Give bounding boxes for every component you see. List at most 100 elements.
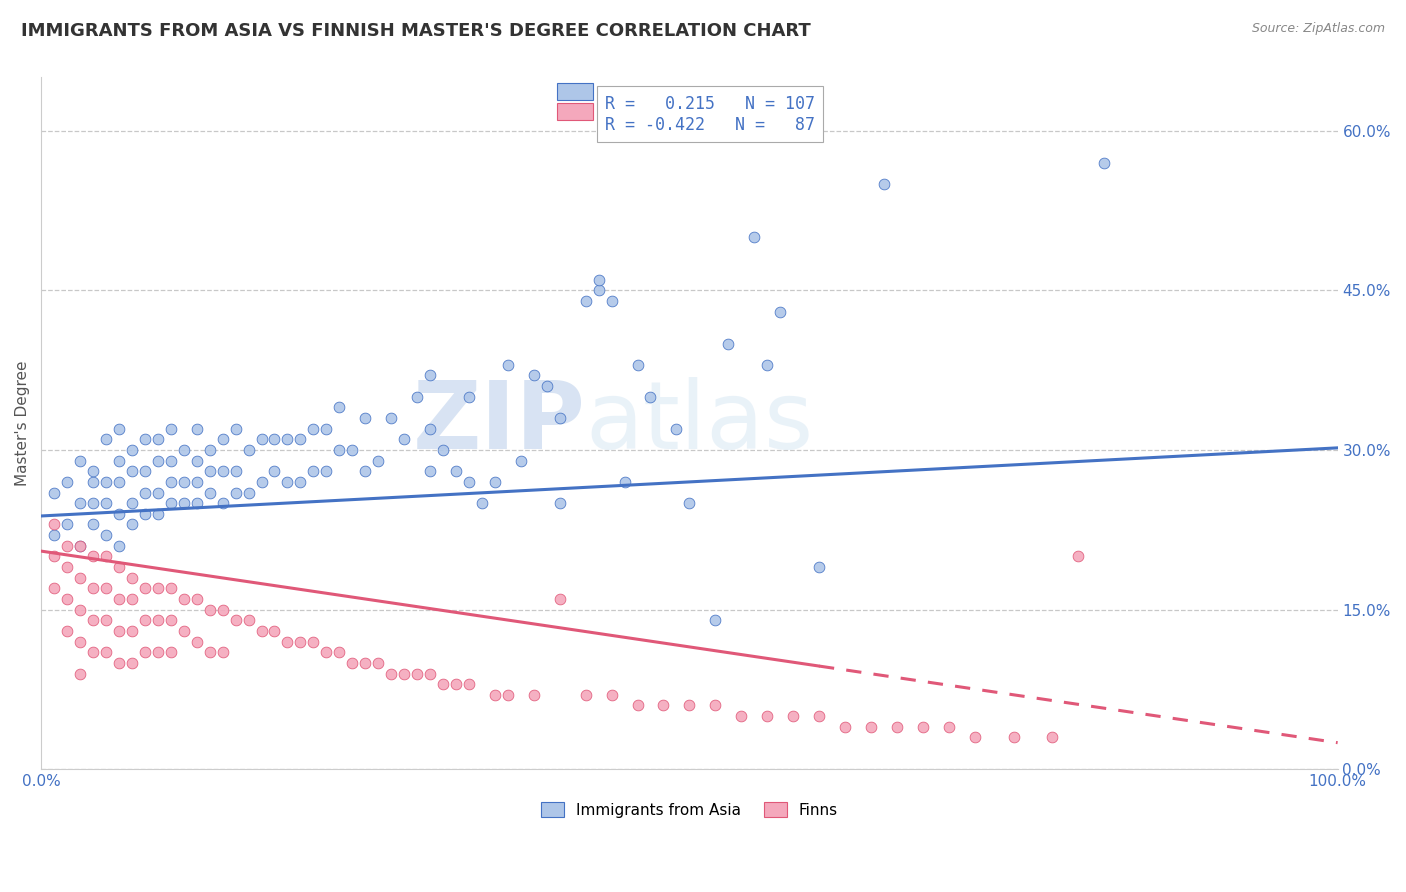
Point — [198, 602, 221, 616]
Point — [108, 422, 131, 436]
Point — [406, 390, 429, 404]
Point — [108, 453, 131, 467]
Point — [159, 582, 181, 596]
Point — [173, 475, 195, 489]
Point — [146, 645, 169, 659]
Point — [328, 401, 350, 415]
Point — [342, 442, 364, 457]
Point — [198, 464, 221, 478]
Point — [225, 485, 247, 500]
Point — [575, 688, 598, 702]
Point — [108, 624, 131, 638]
Point — [496, 358, 519, 372]
Point — [69, 539, 91, 553]
Point — [678, 496, 700, 510]
Point — [94, 549, 117, 564]
Point — [600, 688, 623, 702]
Point — [56, 624, 79, 638]
FancyBboxPatch shape — [557, 83, 593, 100]
Point — [444, 677, 467, 691]
Point — [121, 656, 143, 670]
Point — [186, 422, 208, 436]
Point — [938, 720, 960, 734]
Point — [69, 539, 91, 553]
Point — [82, 464, 104, 478]
Point — [354, 411, 377, 425]
Point — [198, 442, 221, 457]
Point — [250, 475, 273, 489]
Point — [134, 507, 156, 521]
Point — [211, 645, 233, 659]
Point — [121, 624, 143, 638]
Point — [225, 464, 247, 478]
Point — [42, 528, 65, 542]
Point — [548, 592, 571, 607]
Text: IMMIGRANTS FROM ASIA VS FINNISH MASTER'S DEGREE CORRELATION CHART: IMMIGRANTS FROM ASIA VS FINNISH MASTER'S… — [21, 22, 811, 40]
Point — [69, 453, 91, 467]
Point — [276, 634, 298, 648]
Point — [392, 433, 415, 447]
Point — [94, 433, 117, 447]
Point — [121, 517, 143, 532]
Point — [94, 528, 117, 542]
Point — [1002, 731, 1025, 745]
Point — [211, 464, 233, 478]
Point — [652, 698, 675, 713]
Text: ZIP: ZIP — [413, 377, 586, 469]
Point — [315, 645, 337, 659]
Point — [186, 453, 208, 467]
Point — [56, 517, 79, 532]
Point — [134, 613, 156, 627]
Point — [186, 634, 208, 648]
Point — [509, 453, 531, 467]
Point — [56, 539, 79, 553]
Point — [108, 507, 131, 521]
Point — [419, 666, 441, 681]
Point — [523, 368, 546, 383]
Point — [419, 464, 441, 478]
Point — [108, 560, 131, 574]
Point — [186, 592, 208, 607]
Point — [367, 453, 389, 467]
Point — [263, 624, 285, 638]
Point — [328, 645, 350, 659]
Point — [108, 656, 131, 670]
Point — [782, 709, 804, 723]
Text: R =   0.215   N = 107
R = -0.422   N =   87: R = 0.215 N = 107 R = -0.422 N = 87 — [605, 95, 815, 134]
Point — [82, 496, 104, 510]
Point — [742, 230, 765, 244]
Point — [134, 582, 156, 596]
FancyBboxPatch shape — [557, 103, 593, 120]
Point — [211, 496, 233, 510]
Point — [146, 485, 169, 500]
Point — [613, 475, 636, 489]
Legend: Immigrants from Asia, Finns: Immigrants from Asia, Finns — [534, 796, 844, 824]
Point — [873, 177, 896, 191]
Point — [730, 709, 752, 723]
Point — [94, 582, 117, 596]
Point — [238, 613, 260, 627]
Point — [484, 688, 506, 702]
Point — [56, 592, 79, 607]
Point — [458, 475, 481, 489]
Point — [250, 433, 273, 447]
Point — [302, 634, 325, 648]
Point — [756, 358, 779, 372]
Point — [173, 442, 195, 457]
Point — [406, 666, 429, 681]
Text: atlas: atlas — [586, 377, 814, 469]
Point — [717, 336, 740, 351]
Point — [186, 475, 208, 489]
Point — [588, 273, 610, 287]
Point — [134, 464, 156, 478]
Point — [290, 475, 312, 489]
Point — [121, 464, 143, 478]
Point — [808, 709, 831, 723]
Point — [225, 613, 247, 627]
Point — [290, 433, 312, 447]
Point — [121, 592, 143, 607]
Point — [82, 613, 104, 627]
Point — [159, 613, 181, 627]
Point — [198, 485, 221, 500]
Point — [225, 422, 247, 436]
